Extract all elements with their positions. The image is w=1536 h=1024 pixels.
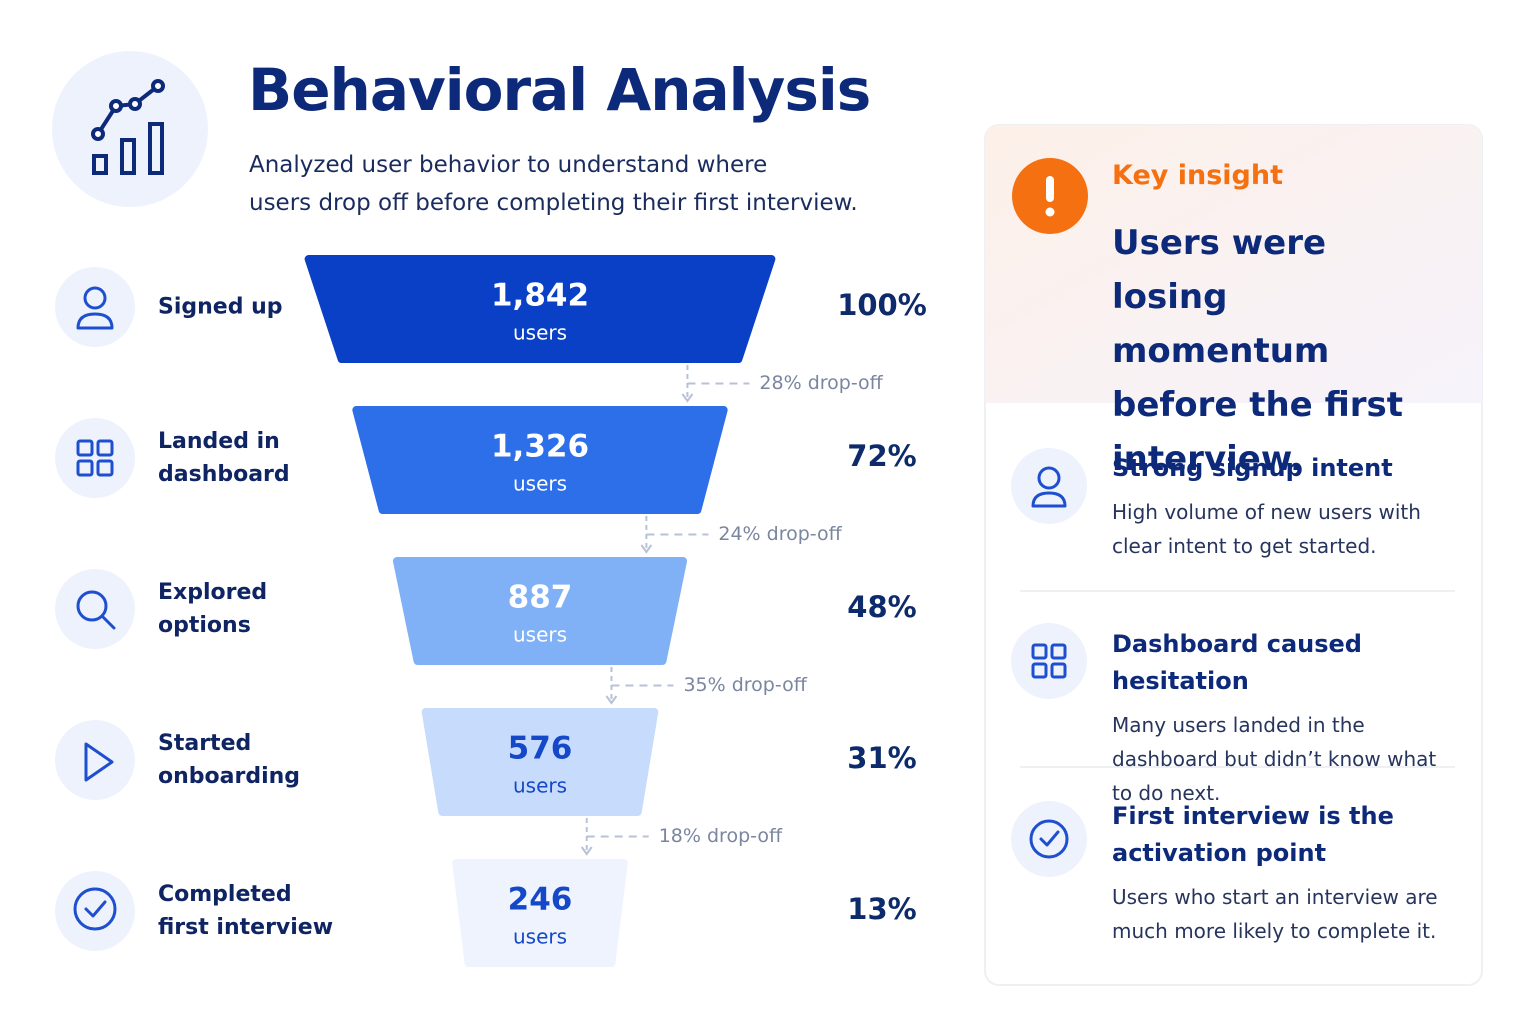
- dropoff-arrowhead: [640, 544, 653, 554]
- insight-item-text: Users who start an interview are much mo…: [1112, 885, 1438, 943]
- subtitle: Analyzed user behavior to understand whe…: [249, 146, 858, 222]
- stage-label: Landed in dashboard: [158, 429, 290, 487]
- stage-label: Explored options: [158, 580, 268, 638]
- insight-item-title: Dashboard caused hesitation: [1112, 630, 1362, 695]
- dropoff-label: 28% drop-off: [759, 372, 883, 394]
- funnel-stage: [421, 708, 659, 816]
- stage-unit: users: [513, 925, 567, 949]
- stage-percent: 100%: [837, 288, 927, 322]
- dropoff-label: 24% drop-off: [718, 523, 842, 545]
- stage-label: Signed up: [158, 294, 283, 320]
- insight-icons: [1011, 448, 1087, 877]
- stage-percent: 48%: [847, 590, 916, 624]
- stage-unit: users: [513, 623, 567, 647]
- stage-label: Completed first interview: [158, 882, 334, 940]
- alert-mark: [1046, 176, 1054, 202]
- insight-item-title: First interview is the activation point: [1112, 802, 1394, 867]
- stage-value: 887: [508, 580, 573, 616]
- logo-icon: [91, 79, 165, 175]
- insight-item-text: High volume of new users with clear inte…: [1112, 500, 1421, 558]
- stage-value: 1,842: [491, 278, 589, 314]
- stage-unit: users: [513, 321, 567, 345]
- funnel-stage: [352, 406, 728, 514]
- stage-value: 576: [508, 731, 573, 767]
- insight-item-text: Many users landed in the dashboard but d…: [1112, 713, 1437, 805]
- funnel-stage: [304, 255, 776, 363]
- insight-item: Dashboard caused hesitation Many users la…: [1112, 626, 1467, 810]
- alert-dot: [1045, 207, 1055, 217]
- dropoff-label: 35% drop-off: [683, 674, 807, 696]
- funnel-stage: [392, 557, 688, 665]
- stage-percent: 13%: [847, 892, 916, 926]
- dropoff-arrowhead: [580, 846, 593, 856]
- insight-item-title: Strong signup intent: [1112, 454, 1393, 482]
- stage-unit: users: [513, 774, 567, 798]
- stage-unit: users: [513, 472, 567, 496]
- logo-bg: [52, 51, 208, 207]
- title: Behavioral Analysis: [248, 56, 871, 124]
- insight-headline: Users were losing momentum before the fi…: [1112, 223, 1404, 479]
- stage-value: 246: [508, 882, 573, 918]
- insight-item: Strong signup intent High volume of new u…: [1112, 450, 1467, 563]
- subtitle-line: users drop off before completing their f…: [249, 190, 858, 216]
- stage-label: Started onboarding: [158, 731, 301, 789]
- insight-item: First interview is the activation point U…: [1112, 798, 1467, 948]
- insight-header-bg: [985, 125, 1482, 403]
- row-icons: [55, 267, 135, 951]
- dropoff-label: 18% drop-off: [659, 825, 783, 847]
- insight-label: Key insight: [1112, 160, 1284, 191]
- subtitle-line: Analyzed user behavior to understand whe…: [249, 152, 768, 178]
- dropoff-arrowhead: [605, 695, 618, 705]
- stage-value: 1,326: [491, 429, 589, 465]
- stage-percent: 72%: [847, 439, 916, 473]
- funnel-stage: [452, 859, 628, 967]
- stage-percent: 31%: [847, 741, 916, 775]
- dropoff-arrowhead: [681, 393, 694, 403]
